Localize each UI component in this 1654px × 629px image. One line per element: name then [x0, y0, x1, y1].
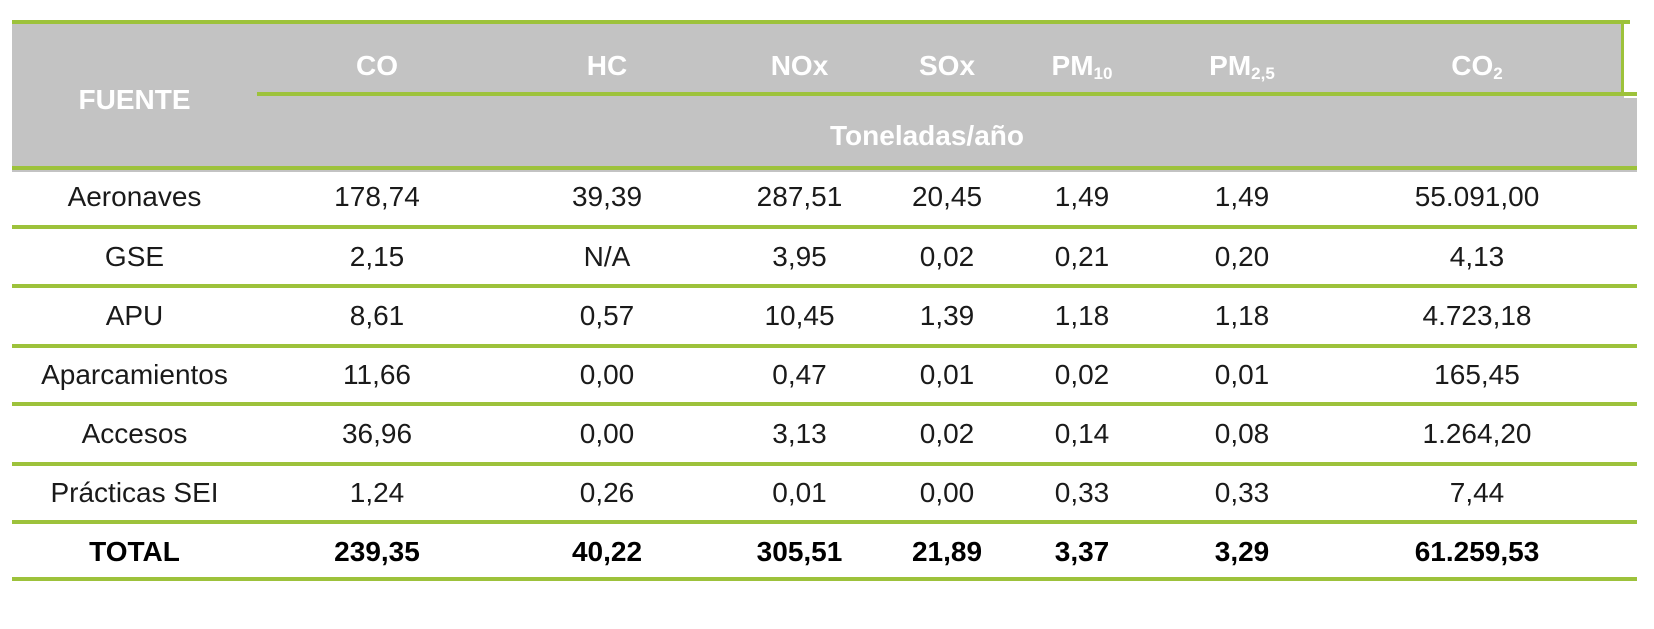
total-nox: 305,51 [756, 536, 843, 567]
row-label: APU [105, 300, 164, 331]
header-col-pm10: PM10 [1051, 50, 1113, 83]
table-header [12, 24, 1637, 172]
cell-sox: 0,01 [919, 359, 975, 390]
cell-pm25: 1,49 [1214, 181, 1270, 212]
cell-pm10: 1,18 [1054, 300, 1110, 331]
rule-row-4 [12, 402, 1637, 406]
cell-sox: 0,00 [919, 477, 975, 508]
cell-pm25: 0,20 [1214, 241, 1270, 272]
cell-co: 11,66 [343, 359, 411, 390]
cell-hc: 0,26 [579, 477, 635, 508]
header-col-pm25: PM2,5 [1209, 50, 1275, 83]
cell-nox: 3,13 [772, 418, 827, 449]
rule-top [12, 20, 1630, 24]
cell-hc: 0,00 [579, 418, 635, 449]
total-sox: 21,89 [911, 536, 983, 567]
cell-co2: 1.264,20 [1422, 418, 1532, 449]
cell-pm10: 1,49 [1054, 181, 1110, 212]
rule-header-right [1621, 20, 1624, 96]
total-co2: 61.259,53 [1414, 536, 1540, 567]
cell-co: 178,74 [334, 181, 420, 212]
rule-header-mid [257, 92, 1637, 96]
total-pm25: 3,29 [1214, 536, 1270, 567]
row-label: Accesos [81, 418, 188, 449]
rule-row-1 [12, 225, 1637, 229]
header-col-hc: HC [586, 50, 628, 81]
cell-co2: 4.723,18 [1422, 300, 1532, 331]
cell-sox: 0,02 [919, 418, 975, 449]
cell-pm10: 0,14 [1054, 418, 1110, 449]
header-col-nox: NOx [770, 50, 829, 81]
cell-pm25: 0,01 [1214, 359, 1270, 390]
total-hc: 40,22 [571, 536, 643, 567]
row-label: GSE [104, 241, 165, 272]
cell-co: 36,96 [341, 418, 413, 449]
header-units: Toneladas/año [830, 120, 1024, 151]
header-col-sox: SOx [918, 50, 976, 81]
emissions-table: FUENTE CO HC NOx SOx PM10 PM2,5 CO2 Tone… [12, 20, 1637, 615]
total-pm10: 3,37 [1054, 536, 1110, 567]
cell-co: 8,61 [349, 300, 405, 331]
header-fuente: FUENTE [78, 84, 191, 115]
cell-pm25: 1,18 [1214, 300, 1270, 331]
cell-nox: 10,45 [764, 300, 835, 331]
rule-row-6 [12, 520, 1637, 524]
cell-pm10: 0,21 [1054, 241, 1110, 272]
rule-header-bottom [12, 166, 1637, 170]
header-col-co2: CO2 [1451, 50, 1503, 83]
cell-pm10: 0,33 [1054, 477, 1110, 508]
cell-nox: 3,95 [772, 241, 827, 272]
rule-row-2 [12, 284, 1637, 288]
cell-hc: 0,57 [579, 300, 635, 331]
cell-co2: 55.091,00 [1414, 181, 1540, 212]
header-corner [1624, 24, 1637, 98]
row-label: Prácticas SEI [50, 477, 219, 508]
cell-sox: 20,45 [911, 181, 983, 212]
cell-co2: 4,13 [1449, 241, 1505, 272]
total-co: 239,35 [334, 536, 420, 567]
cell-co: 2,15 [349, 241, 405, 272]
header-col-co: CO [356, 50, 398, 81]
cell-co: 1,24 [349, 477, 405, 508]
row-label: Aeronaves [67, 181, 202, 212]
cell-pm25: 0,08 [1214, 418, 1270, 449]
cell-co2: 165,45 [1434, 359, 1520, 390]
cell-sox: 0,02 [919, 241, 975, 272]
cell-nox: 0,47 [772, 359, 827, 390]
cell-hc: 0,00 [579, 359, 635, 390]
rule-row-3 [12, 344, 1637, 348]
cell-hc: N/A [583, 241, 631, 272]
rule-row-5 [12, 462, 1637, 466]
row-label: Aparcamientos [41, 359, 228, 390]
total-label: TOTAL [89, 536, 180, 567]
cell-hc: 39,39 [571, 181, 643, 212]
cell-co2: 7,44 [1449, 477, 1505, 508]
cell-pm25: 0,33 [1214, 477, 1270, 508]
cell-nox: 287,51 [756, 181, 843, 212]
cell-nox: 0,01 [772, 477, 827, 508]
cell-pm10: 0,02 [1054, 359, 1110, 390]
rule-bottom [12, 577, 1637, 581]
cell-sox: 1,39 [919, 300, 975, 331]
